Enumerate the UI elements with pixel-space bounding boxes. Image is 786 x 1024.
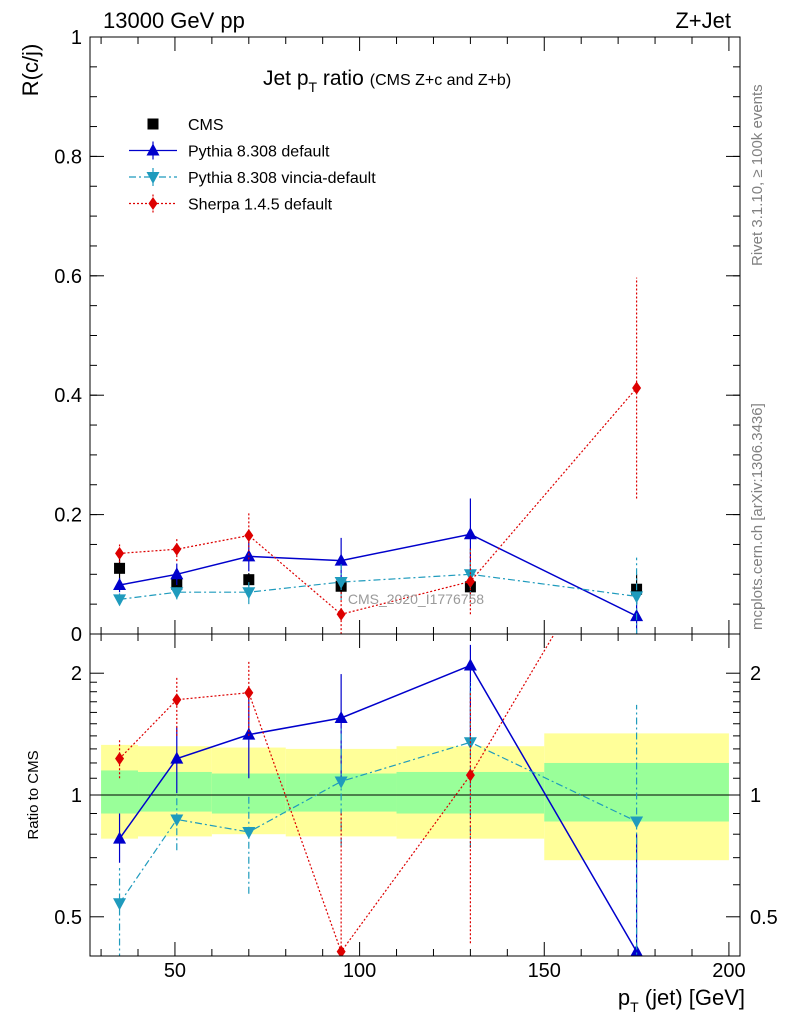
title-note-text: (CMS Z+c and Z+b) [370, 72, 511, 89]
ratio-ytick-label: 0.5 [54, 907, 82, 929]
legend-label: CMS [188, 117, 224, 134]
header-right-label: Z+Jet [675, 8, 731, 33]
main-ytick-label: 0 [71, 624, 82, 646]
ratio-point [242, 827, 256, 840]
data-point [630, 591, 644, 604]
ratio-ytick-label-right: 0.5 [750, 907, 778, 929]
ratio-point [170, 814, 184, 827]
data-point [244, 528, 254, 542]
data-point [465, 574, 475, 588]
ratio-point [242, 727, 256, 740]
ratio-series-0 [113, 644, 643, 956]
data-point [632, 381, 642, 395]
xtick-label: 50 [164, 960, 186, 982]
ratio-point [334, 776, 348, 789]
xlabel-subscript: T [630, 999, 639, 1015]
data-point [170, 587, 184, 600]
data-point [336, 607, 346, 621]
legend: CMS Pythia 8.308 default Pythia 8.308 vinc… [129, 117, 376, 214]
ratio-point [170, 751, 184, 764]
series-line [119, 573, 637, 600]
data-point [242, 587, 256, 600]
header-left-label: 13000 GeV pp [103, 8, 245, 33]
legend-marker [146, 143, 160, 156]
ratio-point [113, 898, 127, 911]
x-axis-label: pT (jet) [GeV] [618, 985, 745, 1015]
rivet-version-label: Rivet 3.1.10, ≥ 100k events [749, 84, 766, 266]
main-ytick-label: 0.6 [54, 266, 82, 288]
legend-marker [146, 172, 160, 184]
legend-marker [147, 118, 159, 130]
watermark-layer: CMS_2020_I1776758 [348, 591, 484, 607]
xlabel-main-text: p [618, 985, 630, 1010]
xtick-label: 100 [343, 960, 376, 982]
main-ytick-label: 0.2 [54, 505, 82, 527]
main-series-layer [113, 277, 644, 634]
ratio-point [632, 489, 641, 502]
data-point [172, 542, 182, 556]
data-point [463, 527, 477, 540]
data-point [243, 574, 255, 586]
mcplots-reference-label: mcplots.cern.ch [arXiv:1306.3436] [749, 403, 766, 630]
ratio-series-2 [115, 489, 641, 956]
legend-entry: Pythia 8.308 vincia-default [129, 168, 376, 187]
ratio-ytick-label: 1 [71, 785, 82, 807]
legend-marker [148, 197, 158, 210]
ratio-point [630, 944, 643, 956]
ratio-series-line [119, 741, 637, 904]
data-point [170, 567, 184, 580]
ratio-point [244, 686, 254, 700]
ratio-band-inner [138, 771, 212, 812]
xtick-label: 200 [712, 960, 745, 982]
ratio-series-line [119, 634, 555, 953]
data-point [334, 553, 348, 566]
main-ylabel: R(c/j) [18, 44, 43, 97]
data-point [334, 577, 348, 590]
ratio-ytick-label: 2 [71, 663, 82, 685]
main-ytick-label: 0.8 [54, 146, 82, 168]
ratio-point [463, 658, 477, 671]
series-line [119, 533, 637, 617]
main-series-2 [113, 550, 644, 634]
ratio-ytick-label-right: 2 [750, 663, 761, 685]
legend-label: Pythia 8.308 default [188, 144, 330, 161]
main-ytick-label: 0.4 [54, 385, 82, 407]
legend-label: Pythia 8.308 vincia-default [188, 170, 376, 187]
analysis-watermark: CMS_2020_I1776758 [348, 591, 484, 607]
ratio-point [115, 752, 125, 766]
title-subscript: T [309, 79, 318, 95]
title-after-text: ratio [317, 67, 364, 90]
ratio-series-layer [113, 489, 644, 956]
data-point [242, 549, 256, 562]
main-series-3 [115, 277, 642, 634]
legend-entry: Pythia 8.308 default [129, 141, 330, 161]
ratio-point [465, 768, 475, 782]
ratio-point [172, 693, 182, 707]
legend-entry: CMS [147, 117, 224, 134]
ratio-ylabel: Ratio to CMS [25, 750, 42, 839]
data-point [113, 578, 127, 591]
xtick-label: 150 [528, 960, 561, 982]
data-point [113, 594, 127, 607]
legend-label: Sherpa 1.4.5 default [188, 197, 333, 214]
xlabel-after-text: (jet) [GeV] [639, 985, 745, 1010]
ratio-series-line [118, 664, 638, 953]
ratio-point [336, 945, 346, 956]
ratio-ytick-label-right: 1 [750, 785, 761, 807]
legend-entry: Sherpa 1.4.5 default [129, 194, 333, 214]
ratio-point [113, 831, 127, 844]
data-point [114, 562, 126, 574]
ratio-point [630, 816, 644, 829]
data-point [115, 546, 125, 560]
title-main-text: Jet p [263, 67, 309, 90]
main-series-1 [113, 498, 644, 634]
main-ytick-label: 1 [71, 27, 82, 49]
main-plot-title: Jet pT ratio (CMS Z+c and Z+b) [263, 67, 511, 95]
ratio-point [334, 710, 348, 723]
